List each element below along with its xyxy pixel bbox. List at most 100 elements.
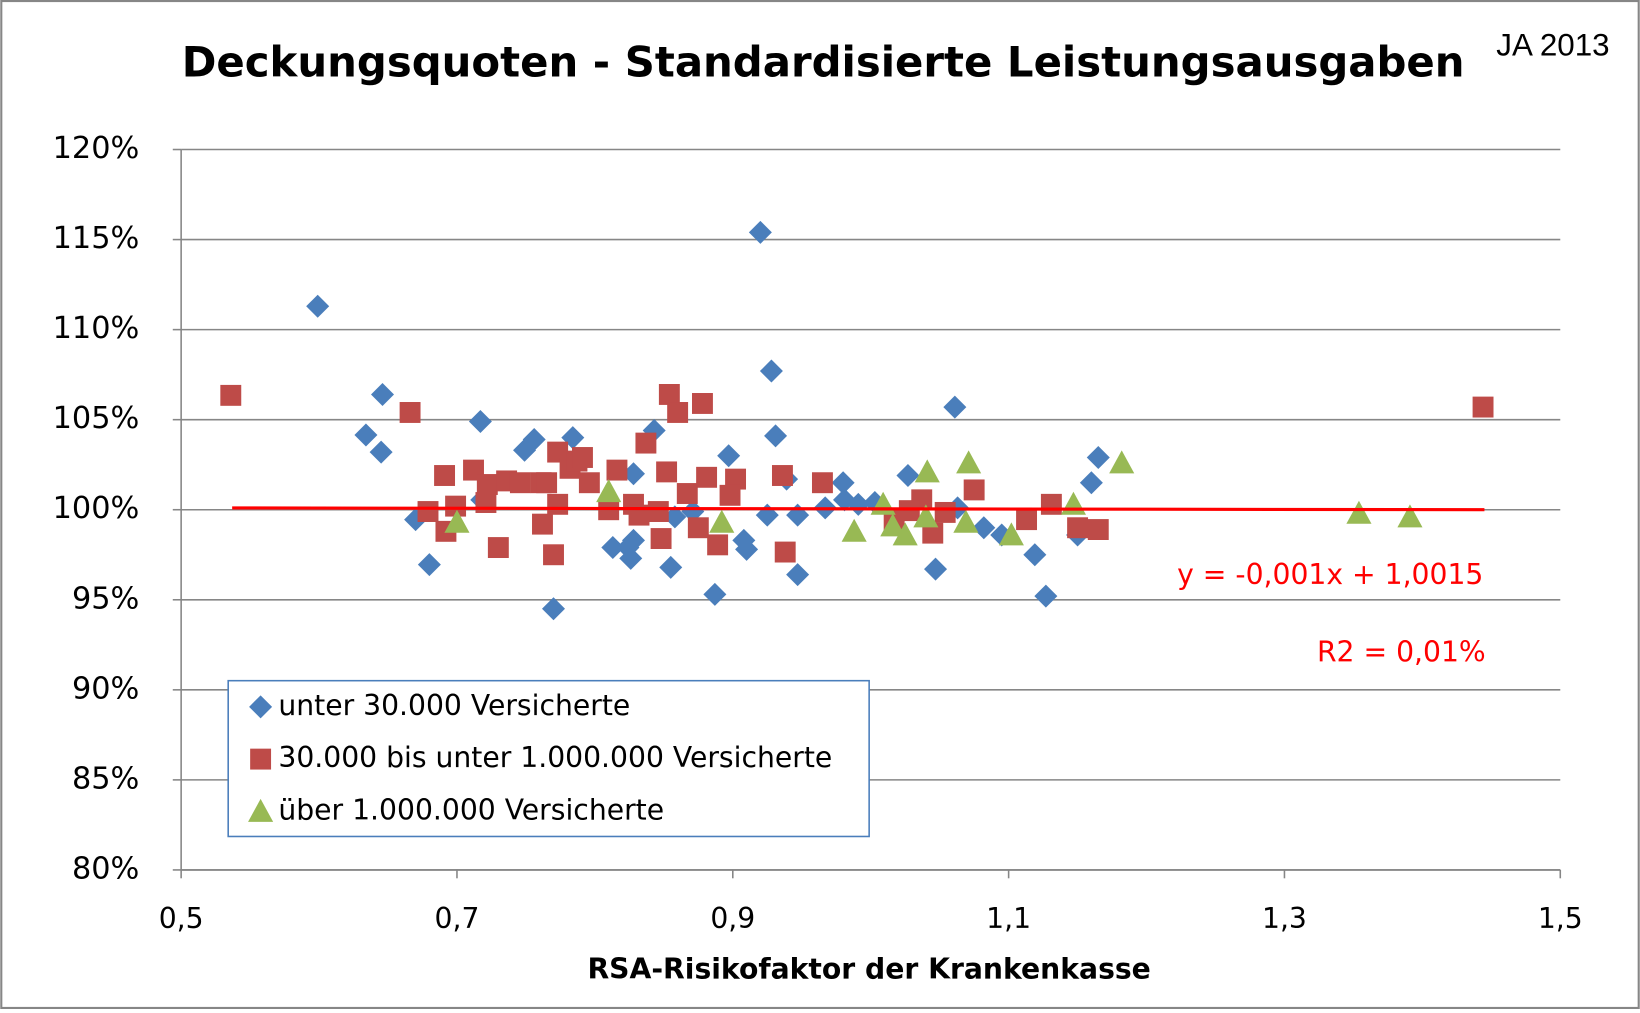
data-point [445,495,467,517]
data-point [748,220,772,244]
legend-marker [250,748,272,770]
data-point [735,537,759,561]
data-point [468,409,492,433]
x-tick-label: 0,7 [435,902,480,935]
annotation: R2 = 0,01% [1317,635,1486,668]
data-point [914,459,940,483]
x-tick-label: 0,9 [710,902,755,935]
data-point [658,384,680,405]
data-point [399,402,421,423]
y-tick-label: 120% [53,131,140,166]
data-point [681,500,705,524]
data-point [1087,519,1109,540]
data-point [635,432,657,454]
data-point [707,534,729,556]
data-point [963,479,985,501]
data-point [709,509,735,533]
data-point [547,441,569,463]
data-point [943,395,967,419]
y-tick-label: 95% [72,581,139,616]
data-point [667,402,689,423]
data-point [476,474,498,495]
data-point [924,557,948,581]
data-point [543,544,564,566]
data-point [703,582,727,606]
data-point [417,553,441,577]
data-point [596,479,622,503]
data-point [719,484,741,506]
y-tick-label: 105% [53,401,140,436]
data-point [841,518,867,542]
data-point [417,501,439,522]
chart-title: Deckungsquoten - Standardisierte Leistun… [182,37,1465,86]
data-point [572,447,593,468]
data-point [692,393,713,414]
data-point [647,501,669,522]
data-point [676,483,698,504]
annotation: y = -0,001x + 1,0015 [1177,558,1483,591]
data-point [601,536,625,560]
data-point [1040,493,1062,515]
data-point [370,382,394,406]
y-tick-label: 80% [72,851,139,886]
data-point [487,537,509,559]
y-tick-label: 85% [72,761,139,796]
data-point [1109,450,1135,474]
data-point [444,509,470,533]
legend-label: unter 30.000 Versicherte [278,689,630,722]
data-point [578,472,600,494]
data-point [650,528,672,550]
data-point [532,513,553,535]
x-tick-label: 1,1 [986,902,1031,935]
y-tick-label: 90% [72,671,139,706]
data-point [771,465,793,486]
data-point [880,513,906,537]
data-point [369,440,393,464]
data-point [663,505,687,529]
data-point [621,462,646,486]
annotation: JA 2013 [1496,27,1609,62]
data-point [1472,396,1494,418]
x-tick-label: 1,3 [1262,902,1307,935]
data-point [1023,543,1047,567]
legend-marker [249,695,273,719]
data-point [434,465,456,486]
data-point [786,563,810,587]
data-point [913,504,939,528]
data-point [934,501,956,523]
legend-label: über 1.000.000 Versicherte [278,793,664,826]
data-point [542,597,566,621]
data-point [306,294,330,318]
y-tick-label: 115% [53,221,140,256]
data-point [659,555,683,579]
y-tick-label: 110% [53,311,140,346]
data-point [1016,509,1038,531]
data-point [687,517,709,539]
data-point [220,384,242,406]
data-point [725,468,747,490]
data-point [606,459,628,481]
data-point [522,427,546,451]
data-point [811,472,833,494]
data-point [536,472,558,494]
legend: unter 30.000 Versicherte 30.000 bis unter… [227,679,870,838]
y-tick-label: 100% [53,491,140,526]
legend-label: 30.000 bis unter 1.000.000 Versicherte [278,741,832,774]
data-point [619,546,643,570]
x-tick-label: 1,5 [1538,902,1583,935]
data-point [892,522,918,546]
data-point [1067,517,1089,539]
data-point [953,509,979,533]
x-tick-label: 0,5 [159,902,204,935]
legend-marker [248,798,274,822]
trendline [232,506,1485,512]
data-point [656,461,678,483]
legend-box [227,679,870,838]
data-point [956,450,982,474]
data-point [998,522,1024,546]
x-axis-label: RSA-Risikofaktor der Krankenkasse [587,952,1150,985]
data-point [922,522,944,544]
data-point [547,493,569,515]
data-point [1034,584,1058,608]
